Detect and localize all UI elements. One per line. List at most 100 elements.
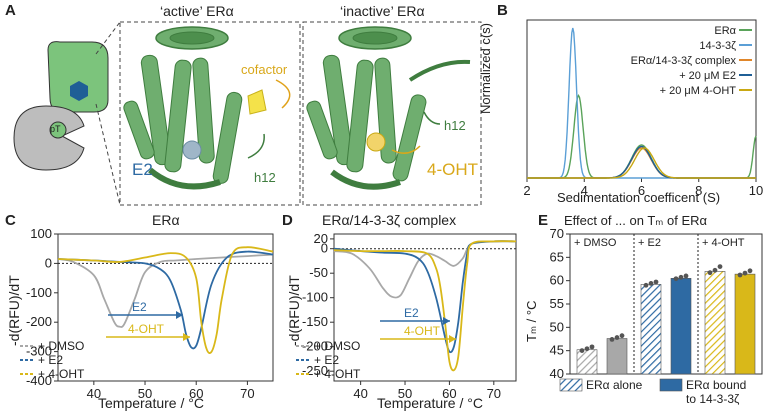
chart-e-replicate-point xyxy=(653,279,659,285)
chart-e-replicate-point xyxy=(579,348,585,353)
chartD-xtick-label: 70 xyxy=(487,386,501,401)
chart-e-replicate-point xyxy=(589,344,595,350)
chart-b: 2 4 6 8 10 ERα 14-3-3ζ ERα/14-3-3ζ complex + 20 … xyxy=(523,19,763,198)
chart-e-group-label: + DMSO xyxy=(574,237,617,249)
chartD-xtick-label: 60 xyxy=(442,386,456,401)
chart-c-xlabel: Temperature / °C xyxy=(98,395,204,411)
chart-d-title: ERα/14-3-3ζ complex xyxy=(322,212,457,228)
chart-b-xtick-label: 8 xyxy=(695,183,702,198)
chart-e-replicate-point xyxy=(712,267,718,273)
chart-c: 100 0 -100 -200 -300 -400 40 50 60 70 + DMSO+ E2+ … xyxy=(20,228,274,401)
chartC-ytick-label: 100 xyxy=(30,228,52,241)
panel-label-b: B xyxy=(497,2,508,19)
chart-e-ylabel: Tₘ / °C xyxy=(524,300,539,342)
chartD-xtick-label: 50 xyxy=(398,386,412,401)
chartD-ytick-label: 20 xyxy=(314,231,328,246)
chart-e-ytick-label: 50 xyxy=(550,319,564,334)
chartD-shift-arrowhead xyxy=(443,317,450,325)
chart-e-bar xyxy=(640,284,662,375)
14-3-3-cartoon xyxy=(13,105,85,171)
chart-e-replicate-point xyxy=(737,272,743,278)
chart-e-legend-alone: ERα alone xyxy=(586,378,643,392)
chartD-ytick-label: -200 xyxy=(302,339,328,354)
chart-d-ylabel: -d(RFU)/dT xyxy=(286,275,302,346)
chart-e-replicate-point xyxy=(678,274,684,280)
chart-e-ytick-label: 55 xyxy=(550,296,564,311)
chart-e-bar xyxy=(704,271,726,375)
panel-label-d: D xyxy=(282,212,293,229)
chart-e-bar xyxy=(576,349,598,375)
chart-e-legend-swatch-bound xyxy=(659,378,683,392)
chartC-ytick-label: 0 xyxy=(45,255,52,270)
chart-d-xlabel: Temperature / °C xyxy=(377,395,483,411)
chart-b-legend-label: ERα/14-3-3ζ complex xyxy=(631,55,737,67)
e2-label: E2 xyxy=(132,160,153,179)
chartC-ytick-label: -300 xyxy=(26,344,52,359)
chartC-series-line xyxy=(57,246,274,354)
panel-label-a: A xyxy=(5,2,16,19)
phospho-threonine-circle xyxy=(49,121,67,139)
chart-e-ytick-label: 40 xyxy=(550,366,564,381)
chartC-shift-arrowhead xyxy=(183,333,190,341)
chart-c-title: ERα xyxy=(152,212,180,228)
chart-e-group-label: + 4-OHT xyxy=(702,237,745,249)
chartD-legend-label: + DMSO xyxy=(314,339,360,353)
chart-e-replicate-point xyxy=(683,273,689,279)
active-protein-ribbon xyxy=(123,26,243,190)
chart-e-legend-swatch-alone xyxy=(559,378,583,392)
chartD-shift-label: E2 xyxy=(404,306,419,320)
chart-e-group-label: + E2 xyxy=(638,237,661,249)
chart-e-ytick-label: 65 xyxy=(550,249,564,264)
chartC-xtick-label: 40 xyxy=(87,386,101,401)
chartD-shift-label: 4-OHT xyxy=(404,324,441,338)
h12-arrow xyxy=(247,133,265,159)
chart-e-replicate-point xyxy=(747,268,753,274)
chartC-shift-arrowhead xyxy=(176,311,183,319)
chart-e-replicate-point xyxy=(717,264,723,269)
h12-active-label: h12 xyxy=(254,170,276,185)
chart-e-replicate-point xyxy=(619,333,625,339)
active-title: ‘active’ ERα xyxy=(160,3,234,19)
chart-b-xtick-label: 2 xyxy=(523,183,530,198)
chartC-series-line xyxy=(57,250,274,350)
chart-e-replicate-point xyxy=(673,276,679,282)
inactive-structure-box xyxy=(302,21,482,206)
chart-e-replicate-point xyxy=(643,282,649,288)
panel-label-c: C xyxy=(5,212,16,229)
panel-a-illustration xyxy=(13,21,482,206)
chartD-series-line xyxy=(333,240,517,299)
chart-b-legend-label: + 20 μM E2 xyxy=(679,70,736,82)
erα-cartoon xyxy=(47,41,109,113)
chart-b-xtick-label: 10 xyxy=(749,183,763,198)
chartC-ytick-label: -400 xyxy=(26,373,52,388)
chart-c-ylabel: -d(RFU)/dT xyxy=(6,275,22,346)
chart-e-replicate-point xyxy=(648,281,654,286)
inactive-title: ‘inactive’ ERα xyxy=(340,3,425,19)
chartC-ytick-label: -200 xyxy=(26,314,52,329)
chart-e-replicate-point xyxy=(707,270,713,276)
chart-e-ytick-label: 60 xyxy=(550,273,564,288)
chart-b-series-line xyxy=(527,147,756,179)
chartD-ytick-label: -100 xyxy=(302,290,328,305)
chart-b-legend-label: 14-3-3ζ xyxy=(699,40,736,52)
chartC-frame xyxy=(57,233,274,382)
chartC-series-line xyxy=(57,253,274,328)
chart-e-frame xyxy=(569,233,763,375)
chartD-xtick-label: 40 xyxy=(353,386,367,401)
chartD-legend-label: + E2 xyxy=(314,353,339,367)
inactive-protein-ribbon xyxy=(306,26,471,190)
chart-b-legend-label: ERα xyxy=(714,25,736,37)
chart-b-legend-label: + 20 μM 4-OHT xyxy=(660,85,737,97)
chart-e-replicate-point xyxy=(609,337,615,342)
chartC-shift-label: 4-OHT xyxy=(128,322,165,336)
chartD-ytick-label: 0 xyxy=(321,241,328,256)
chart-e-legend-bound-2: to 14-3-3ζ xyxy=(686,392,740,406)
h12-inactive-label: h12 xyxy=(444,118,466,133)
chartC-xtick-label: 70 xyxy=(240,386,254,401)
ligand-hexagon-icon xyxy=(70,81,88,101)
cofactor-helix xyxy=(247,89,267,115)
ohot-label: 4-OHT xyxy=(427,160,478,179)
chart-e-replicate-point xyxy=(742,270,748,276)
chartD-ytick-label: -50 xyxy=(309,265,328,280)
